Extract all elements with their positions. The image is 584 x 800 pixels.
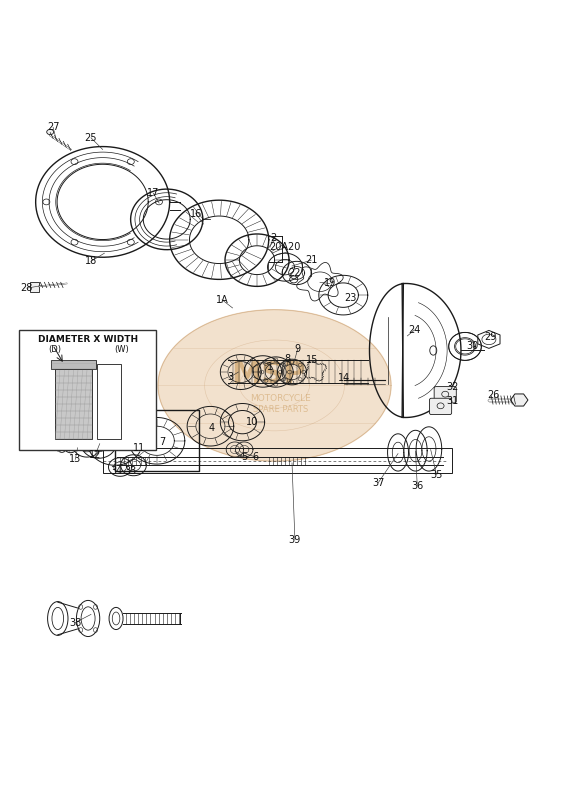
Text: 25: 25 <box>85 133 98 143</box>
Text: (W): (W) <box>114 346 128 354</box>
Text: 27: 27 <box>47 122 60 132</box>
FancyBboxPatch shape <box>434 386 456 403</box>
Text: 17: 17 <box>147 188 159 198</box>
Text: 8: 8 <box>284 354 290 364</box>
FancyBboxPatch shape <box>429 398 451 414</box>
Text: 11: 11 <box>133 442 145 453</box>
Text: 39: 39 <box>289 535 301 545</box>
Text: 33: 33 <box>124 466 136 476</box>
Text: 19: 19 <box>324 278 336 289</box>
Bar <box>19 330 157 450</box>
Text: 4: 4 <box>208 423 215 433</box>
Text: 7: 7 <box>159 437 166 447</box>
Text: SPARE PARTS: SPARE PARTS <box>253 406 308 414</box>
Text: MSP: MSP <box>231 361 306 390</box>
Text: 12: 12 <box>89 450 101 460</box>
Text: 24: 24 <box>408 325 420 335</box>
Text: 5: 5 <box>241 452 248 462</box>
Polygon shape <box>158 310 391 461</box>
Text: 23: 23 <box>344 293 356 303</box>
Text: 35: 35 <box>430 470 443 479</box>
Text: 10: 10 <box>246 417 259 427</box>
Text: DIAMETER X WIDTH: DIAMETER X WIDTH <box>38 335 138 344</box>
Text: 20A20: 20A20 <box>269 242 301 252</box>
Bar <box>55 369 92 439</box>
Text: 32: 32 <box>446 382 458 392</box>
Text: 18: 18 <box>85 256 97 266</box>
Text: 30: 30 <box>467 342 479 351</box>
Text: 34: 34 <box>110 466 122 476</box>
Text: 3: 3 <box>228 372 234 382</box>
Text: 21: 21 <box>305 255 318 265</box>
Text: (D): (D) <box>48 346 61 354</box>
Text: 29: 29 <box>484 332 496 342</box>
Text: 37: 37 <box>372 478 384 488</box>
Bar <box>51 360 96 369</box>
Text: 2: 2 <box>270 233 276 243</box>
Text: 6: 6 <box>253 452 259 462</box>
Text: 13: 13 <box>69 454 81 465</box>
Polygon shape <box>510 394 528 406</box>
Text: 15: 15 <box>306 355 319 366</box>
Text: 1: 1 <box>267 362 273 372</box>
Text: 36: 36 <box>411 482 423 491</box>
Text: MOTORCYCLE: MOTORCYCLE <box>250 394 311 402</box>
Text: 22: 22 <box>288 268 301 278</box>
Text: 1A: 1A <box>215 294 228 305</box>
Text: 16: 16 <box>190 209 202 218</box>
Text: 28: 28 <box>20 283 33 293</box>
Text: 9: 9 <box>295 344 301 354</box>
Text: 14: 14 <box>338 373 350 383</box>
Text: 26: 26 <box>487 390 499 400</box>
Text: 38: 38 <box>69 618 81 627</box>
Bar <box>98 365 121 439</box>
Ellipse shape <box>47 130 54 134</box>
Bar <box>30 282 39 292</box>
Text: 31: 31 <box>446 396 458 406</box>
